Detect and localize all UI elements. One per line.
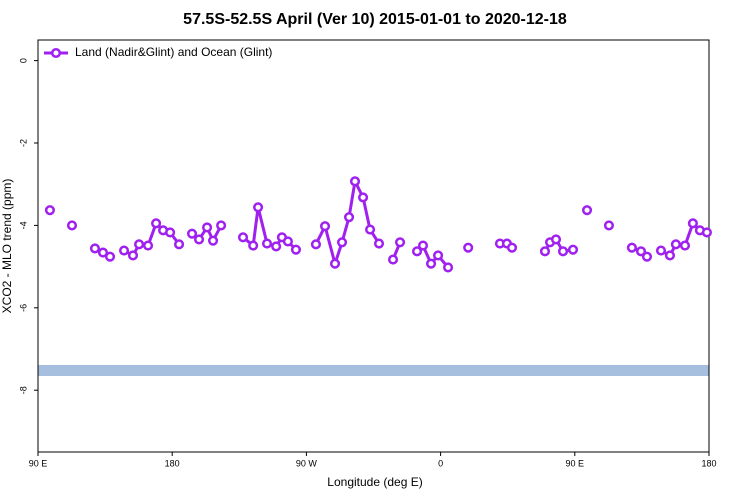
point bbox=[248, 240, 259, 251]
y-tick-label: -2 bbox=[18, 139, 28, 147]
point bbox=[655, 245, 667, 256]
x-tick-label: 90 E bbox=[29, 458, 48, 468]
point bbox=[426, 258, 437, 269]
point bbox=[679, 240, 691, 251]
point bbox=[151, 218, 162, 229]
point bbox=[216, 220, 227, 231]
point bbox=[261, 238, 273, 249]
point bbox=[253, 202, 264, 213]
point bbox=[97, 247, 109, 258]
point bbox=[66, 220, 78, 231]
y-tick-label: -8 bbox=[18, 386, 28, 394]
point bbox=[443, 262, 454, 273]
y-tick-label: -6 bbox=[18, 304, 28, 312]
point bbox=[282, 236, 293, 247]
point bbox=[319, 221, 331, 232]
point bbox=[394, 237, 406, 248]
point bbox=[174, 239, 185, 250]
point bbox=[463, 242, 474, 253]
y-tick-label: 0 bbox=[18, 58, 28, 63]
x-tick-label: 90 E bbox=[566, 458, 585, 468]
x-axis-label: Longitude (deg E) bbox=[327, 475, 422, 489]
legend-marker bbox=[50, 47, 62, 59]
point bbox=[165, 227, 176, 238]
point bbox=[237, 232, 249, 243]
point bbox=[670, 239, 681, 250]
point bbox=[208, 235, 219, 246]
point bbox=[557, 246, 569, 257]
point bbox=[387, 254, 399, 265]
point bbox=[664, 250, 675, 261]
point bbox=[310, 239, 321, 250]
point bbox=[687, 218, 698, 229]
point bbox=[89, 243, 101, 254]
point bbox=[142, 240, 154, 251]
plot-frame bbox=[37, 39, 710, 453]
point bbox=[193, 234, 205, 245]
point bbox=[44, 205, 55, 216]
point bbox=[539, 246, 551, 257]
x-tick-label: 180 bbox=[165, 458, 180, 468]
chart-title: 57.5S-52.5S April (Ver 10) 2015-01-01 to… bbox=[183, 11, 567, 28]
point bbox=[411, 246, 423, 257]
x-tick-label: 90 W bbox=[296, 458, 318, 468]
point bbox=[603, 220, 614, 231]
point bbox=[373, 238, 385, 249]
point bbox=[202, 222, 213, 233]
point bbox=[134, 239, 145, 250]
point bbox=[433, 250, 444, 261]
point bbox=[336, 237, 348, 248]
point bbox=[365, 224, 376, 235]
point bbox=[567, 244, 579, 255]
x-tick-label: 180 bbox=[701, 458, 716, 468]
legend-label: Land (Nadir&Glint) and Ocean (Glint) bbox=[75, 45, 272, 59]
point bbox=[343, 212, 355, 223]
point bbox=[127, 250, 139, 261]
point bbox=[118, 245, 130, 256]
point bbox=[506, 242, 518, 253]
point bbox=[581, 205, 593, 216]
land-strip bbox=[38, 365, 709, 376]
point bbox=[626, 242, 637, 253]
point bbox=[186, 228, 198, 239]
y-tick-label: -4 bbox=[18, 221, 28, 229]
point bbox=[641, 251, 653, 262]
x-tick-label: 0 bbox=[438, 458, 443, 468]
point bbox=[550, 234, 562, 245]
point bbox=[329, 258, 341, 269]
point bbox=[358, 192, 369, 203]
point bbox=[349, 176, 361, 187]
point bbox=[104, 251, 116, 262]
series-line bbox=[94, 176, 708, 269]
point bbox=[271, 241, 282, 252]
point bbox=[290, 244, 302, 255]
point bbox=[635, 246, 647, 257]
point bbox=[701, 227, 712, 238]
y-axis-label: XCO2 - MLO trend (ppm) bbox=[0, 179, 14, 314]
point bbox=[417, 240, 429, 251]
